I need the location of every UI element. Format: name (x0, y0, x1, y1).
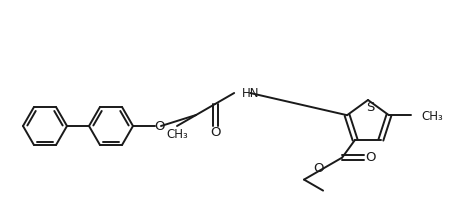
Text: CH₃: CH₃ (420, 110, 442, 123)
Text: O: O (154, 119, 165, 133)
Text: O: O (364, 151, 375, 164)
Text: O: O (312, 162, 323, 175)
Text: HN: HN (241, 87, 259, 100)
Text: CH₃: CH₃ (166, 127, 187, 141)
Text: O: O (209, 127, 220, 139)
Text: S: S (365, 100, 373, 114)
